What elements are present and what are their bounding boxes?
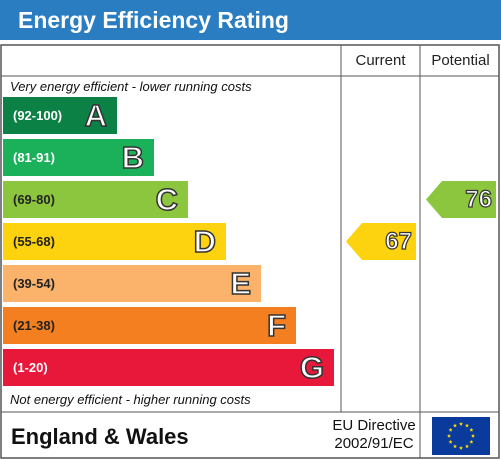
current-rating-arrow: 67	[346, 223, 416, 260]
eu-star-icon	[470, 433, 476, 438]
eu-star-icon	[464, 444, 470, 449]
band-b: (81-91) B	[3, 139, 154, 176]
eu-star-icon	[448, 439, 453, 444]
eu-star-icon	[446, 433, 452, 438]
band-e-range: (39-54)	[13, 276, 55, 291]
directive-line-2: 2002/91/EC	[334, 435, 414, 452]
band-g: (1-20) G	[3, 349, 334, 386]
eu-directive: EU Directive 2002/91/EC	[322, 417, 426, 453]
top-note: Very energy efficient - lower running co…	[10, 79, 252, 94]
potential-arrow-shape	[426, 181, 496, 218]
eu-star-icon	[458, 445, 464, 450]
band-f-range: (21-38)	[13, 318, 55, 333]
eu-star-icon	[452, 444, 458, 449]
eu-flag-icon	[432, 417, 490, 455]
band-g-range: (1-20)	[13, 360, 48, 375]
column-header-current: Current	[355, 52, 406, 69]
band-f: (21-38) F	[3, 307, 296, 344]
band-g-letter: G	[299, 349, 325, 386]
potential-rating-arrow: 76	[426, 181, 496, 218]
current-arrow-shape	[346, 223, 416, 260]
band-f-letter: F	[266, 307, 286, 344]
eu-star-icon	[469, 439, 474, 444]
band-a-letter: A	[84, 97, 108, 134]
page-title: Energy Efficiency Rating	[18, 7, 289, 33]
band-d-letter: D	[193, 223, 217, 260]
band-e: (39-54) E	[3, 265, 261, 302]
eu-star-icon	[469, 427, 474, 432]
column-header-potential: Potential	[431, 52, 490, 69]
eu-star-icon	[464, 423, 470, 428]
band-c-letter: C	[155, 181, 179, 218]
band-e-letter: E	[230, 265, 252, 302]
band-b-range: (81-91)	[13, 150, 55, 165]
band-a-range: (92-100)	[13, 108, 63, 123]
bottom-note: Not energy efficient - higher running co…	[10, 392, 251, 407]
band-c-range: (69-80)	[13, 192, 55, 207]
band-d: (55-68) D	[3, 223, 226, 260]
current-rating-value: 67	[385, 227, 413, 255]
band-a: (92-100) A	[3, 97, 117, 134]
footer-country: England & Wales	[11, 424, 189, 449]
band-c: (69-80) C	[3, 181, 188, 218]
eu-star-icon	[458, 421, 464, 426]
eu-star-icon	[452, 423, 458, 428]
band-d-range: (55-68)	[13, 234, 55, 249]
band-b-letter: B	[121, 139, 145, 176]
header-bar: Energy Efficiency Rating	[0, 0, 501, 40]
potential-rating-value: 76	[465, 185, 493, 213]
eu-star-icon	[448, 427, 453, 432]
directive-line-1: EU Directive	[332, 417, 416, 434]
